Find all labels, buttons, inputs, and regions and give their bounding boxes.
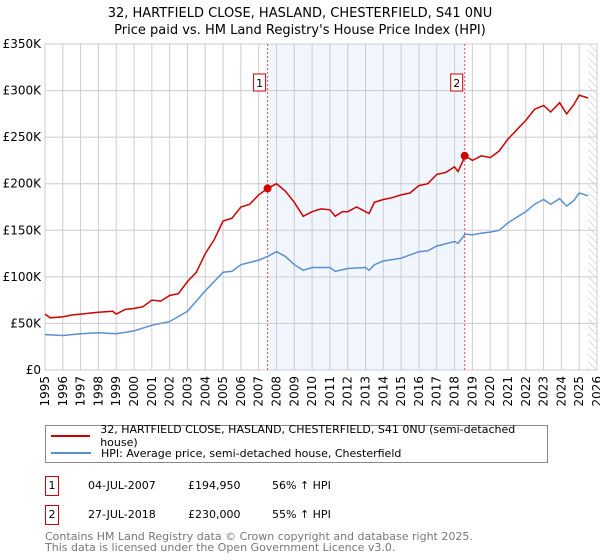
x-tick-label: 2024	[554, 376, 568, 407]
y-tick-label: £200K	[3, 177, 43, 191]
footer: Contains HM Land Registry data © Crown c…	[45, 531, 473, 553]
sale-period-shading	[267, 44, 465, 370]
x-tick-label: 2004	[198, 376, 212, 407]
legend-item-hpi: HPI: Average price, semi-detached house,…	[46, 445, 401, 461]
sale-label-box	[450, 73, 464, 92]
x-tick-label: 2018	[448, 376, 462, 407]
y-tick-label: £150K	[3, 223, 43, 237]
series-line	[44, 192, 589, 337]
y-tick-label: £250K	[3, 130, 43, 144]
x-tick-label: 2002	[163, 376, 177, 407]
x-tick-label: 2000	[127, 376, 141, 407]
x-tick-label: 2010	[305, 376, 319, 407]
x-tick-label: 2020	[483, 376, 497, 407]
x-tick-label: 2013	[359, 376, 373, 407]
x-tick-label: 2014	[376, 376, 390, 407]
sale-date: 04-JUL-2007	[88, 479, 156, 492]
sale-point	[460, 151, 469, 160]
x-tick-label: 1998	[91, 376, 105, 407]
sale-marker: 1	[45, 476, 59, 496]
x-tick-label: 2011	[323, 376, 337, 407]
footer-line: This data is licensed under the Open Gov…	[45, 541, 396, 554]
x-tick-label: 2026	[590, 376, 600, 407]
legend-item-property: 32, HARTFIELD CLOSE, HASLAND, CHESTERFIE…	[46, 423, 547, 449]
sale-point	[263, 184, 272, 193]
forecast-hatch	[588, 44, 597, 370]
y-tick-label: £0	[26, 363, 41, 377]
x-tick-label: 2003	[180, 376, 194, 407]
x-tick-label: 2007	[252, 376, 266, 407]
legend-label: HPI: Average price, semi-detached house,…	[101, 446, 402, 460]
x-tick-label: 1997	[74, 376, 88, 407]
sale-marker: 2	[45, 505, 59, 525]
x-tick-label: 2006	[234, 376, 248, 407]
sale-label: 2	[453, 77, 460, 90]
x-tick-label: 2015	[394, 376, 408, 407]
x-tick-label: 2005	[216, 376, 230, 407]
x-tick-label: 1995	[38, 376, 52, 407]
x-tick-label: 2021	[501, 376, 515, 407]
chart-title: 32, HARTFIELD CLOSE, HASLAND, CHESTERFIE…	[107, 6, 493, 21]
y-tick-label: £50K	[10, 316, 42, 330]
sale-hpi: 56% ↑ HPI	[272, 479, 331, 492]
y-tick-label: £100K	[3, 270, 43, 284]
footer-line: Contains HM Land Registry data © Crown c…	[45, 530, 473, 543]
chart-subtitle: Price paid vs. HM Land Registry's House …	[114, 23, 486, 38]
x-tick-label: 2008	[269, 376, 283, 407]
line-chart: £0 £50K £100K £150K £200K £250K £300K £350K 1995…	[3, 37, 600, 407]
x-tick-label: 2001	[145, 376, 159, 407]
sale-label-box	[253, 73, 267, 92]
x-tick-label: 2025	[572, 376, 586, 407]
x-tick-label: 2023	[537, 376, 551, 407]
x-tick-label: 2009	[287, 376, 301, 407]
x-tick-label: 2012	[341, 376, 355, 407]
legend-blue-swatch	[51, 452, 91, 454]
series-line	[44, 94, 589, 319]
sale-price: £194,950	[188, 479, 241, 492]
plot-frame	[44, 43, 598, 371]
legend: 32, HARTFIELD CLOSE, HASLAND, CHESTERFIE…	[45, 423, 548, 463]
x-tick-label: 2016	[412, 376, 426, 407]
y-tick-label: £350K	[3, 37, 43, 51]
sale-date: 27-JUL-2018	[88, 508, 156, 521]
y-tick-label: £300K	[3, 84, 43, 98]
sale-price: £230,000	[188, 508, 241, 521]
sale-hpi: 55% ↑ HPI	[272, 508, 331, 521]
legend-label: 32, HARTFIELD CLOSE, HASLAND, CHESTERFIE…	[100, 423, 516, 449]
x-tick-label: 1996	[56, 376, 70, 407]
x-tick-label: 2017	[430, 376, 444, 407]
legend-red-swatch	[51, 435, 91, 437]
x-tick-label: 2022	[519, 376, 533, 407]
sale-row: 2 27-JUL-2018 £230,000 55% ↑ HPI	[45, 505, 445, 525]
sale-label: 1	[256, 77, 263, 90]
x-tick-label: 1999	[109, 376, 123, 407]
x-tick-label: 2019	[465, 376, 479, 407]
sale-row: 1 04-JUL-2007 £194,950 56% ↑ HPI	[45, 476, 445, 496]
